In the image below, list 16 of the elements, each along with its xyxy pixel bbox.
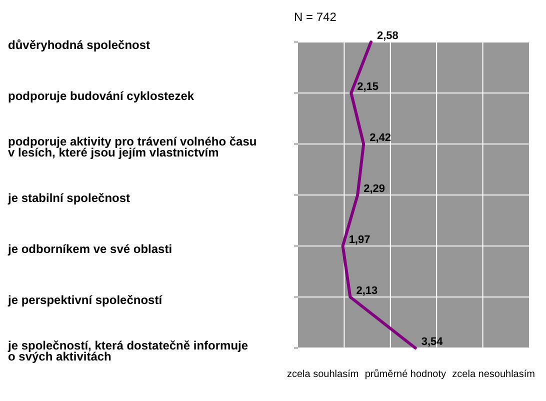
- text: průměrné hodnoty: [364, 369, 446, 380]
- data-label: 2,29: [364, 183, 386, 195]
- y-tick-label: podporuje aktivity pro trávení volného času v lesích, které jsou jejím vlastnictvím: [8, 134, 257, 160]
- data-label: 2,15: [357, 81, 379, 93]
- y-tick-label: je odborníkem ve své oblasti: [7, 242, 172, 256]
- y-tick-label: je stabilní společnost: [7, 191, 130, 205]
- data-label: 1,97: [348, 234, 370, 246]
- data-label: 2,58: [376, 30, 398, 42]
- y-tick-label: důvěryhodná společnost: [8, 38, 150, 52]
- text: zcela nesouhlasím: [452, 369, 535, 380]
- text: zcela souhlasím: [287, 369, 359, 380]
- y-tick-label: je perspektivní společností: [7, 293, 163, 307]
- y-tick-label: podporuje budování cyklostezek: [8, 89, 194, 103]
- chart-title: N = 742: [294, 10, 336, 24]
- data-label: 2,13: [356, 285, 378, 297]
- y-tick-label: je společností, která dostatečně informuje o svých aktivitách: [7, 338, 248, 364]
